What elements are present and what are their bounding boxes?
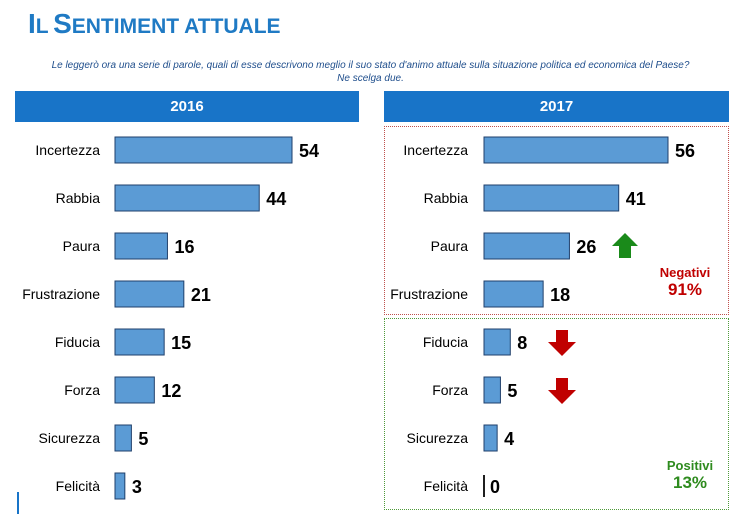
value-label-2016-felicit: 3 — [132, 477, 142, 497]
category-label-2017-felicit: Felicità — [424, 478, 469, 494]
bar-2016-incertezza — [114, 136, 293, 164]
bar-2017-incertezza — [483, 136, 669, 164]
value-label-2017-sicurezza: 4 — [504, 429, 514, 449]
bar-2016-forza — [114, 376, 155, 404]
bar-2016-frustrazione — [114, 280, 185, 308]
category-label-2016-fiducia: Fiducia — [55, 334, 100, 350]
bar-2017-paura — [483, 232, 570, 260]
bar-2016-felicit — [114, 472, 126, 500]
negativi-label: Negativi 91% — [645, 265, 725, 300]
value-label-2017-frustrazione: 18 — [550, 285, 570, 305]
question-text: Le leggerò ora una serie di parole, qual… — [51, 60, 690, 71]
category-label-2016-sicurezza: Sicurezza — [39, 430, 101, 446]
value-label-2016-rabbia: 44 — [266, 189, 286, 209]
negativi-label-text: Negativi — [659, 265, 711, 280]
positivi-label: Positivi 13% — [650, 458, 730, 493]
value-label-2017-paura: 26 — [576, 237, 596, 257]
header-2016: 2016 — [15, 91, 359, 122]
value-label-2016-incertezza: 54 — [299, 141, 319, 161]
category-label-2016-forza: Forza — [64, 382, 100, 398]
page-title: IL SENTIMENT ATTUALE — [28, 8, 281, 39]
value-label-2017-felicit: 0 — [490, 477, 500, 497]
trend-up-arrow-icon — [612, 233, 638, 258]
value-label-2017-forza: 5 — [507, 381, 517, 401]
negativi-percent: 91% — [667, 280, 703, 299]
bar-2017-frustrazione — [483, 280, 544, 308]
bar-2016-rabbia — [114, 184, 260, 212]
bar-2017-forza — [483, 376, 501, 404]
category-label-2017-forza: Forza — [432, 382, 468, 398]
value-label-2017-incertezza: 56 — [675, 141, 695, 161]
page-edge-marker — [17, 492, 19, 514]
bar-2016-sicurezza — [114, 424, 132, 452]
value-label-2016-fiducia: 15 — [171, 333, 191, 353]
positivi-label-text: Positivi — [666, 458, 714, 473]
bar-2016-paura — [114, 232, 168, 260]
category-label-2016-paura: Paura — [63, 238, 101, 254]
category-label-2017-frustrazione: Frustrazione — [390, 286, 468, 302]
value-label-2016-paura: 16 — [174, 237, 194, 257]
value-label-2017-fiducia: 8 — [517, 333, 527, 353]
question-instruction: Ne scelga due. — [337, 73, 404, 84]
category-label-2016-rabbia: Rabbia — [56, 190, 101, 206]
value-label-2017-rabbia: 41 — [626, 189, 646, 209]
trend-down-arrow-icon — [548, 330, 576, 356]
category-label-2017-incertezza: Incertezza — [403, 142, 468, 158]
positivi-group-box — [384, 318, 729, 510]
bar-2017-fiducia — [483, 328, 511, 356]
category-label-2016-incertezza: Incertezza — [35, 142, 100, 158]
value-label-2016-forza: 12 — [161, 381, 181, 401]
bar-2017-sicurezza — [483, 424, 498, 452]
negativi-group-box — [384, 126, 729, 315]
category-label-2017-rabbia: Rabbia — [424, 190, 469, 206]
category-label-2017-sicurezza: Sicurezza — [407, 430, 469, 446]
positivi-percent: 13% — [672, 473, 708, 492]
header-2017: 2017 — [384, 91, 729, 122]
value-label-2016-sicurezza: 5 — [138, 429, 148, 449]
bar-2016-fiducia — [114, 328, 165, 356]
category-label-2016-felicit: Felicità — [56, 478, 101, 494]
category-label-2017-fiducia: Fiducia — [423, 334, 468, 350]
category-label-2016-frustrazione: Frustrazione — [22, 286, 100, 302]
bar-2017-rabbia — [483, 184, 620, 212]
trend-down-arrow-icon — [548, 378, 576, 404]
category-label-2017-paura: Paura — [431, 238, 469, 254]
value-label-2016-frustrazione: 21 — [191, 285, 211, 305]
